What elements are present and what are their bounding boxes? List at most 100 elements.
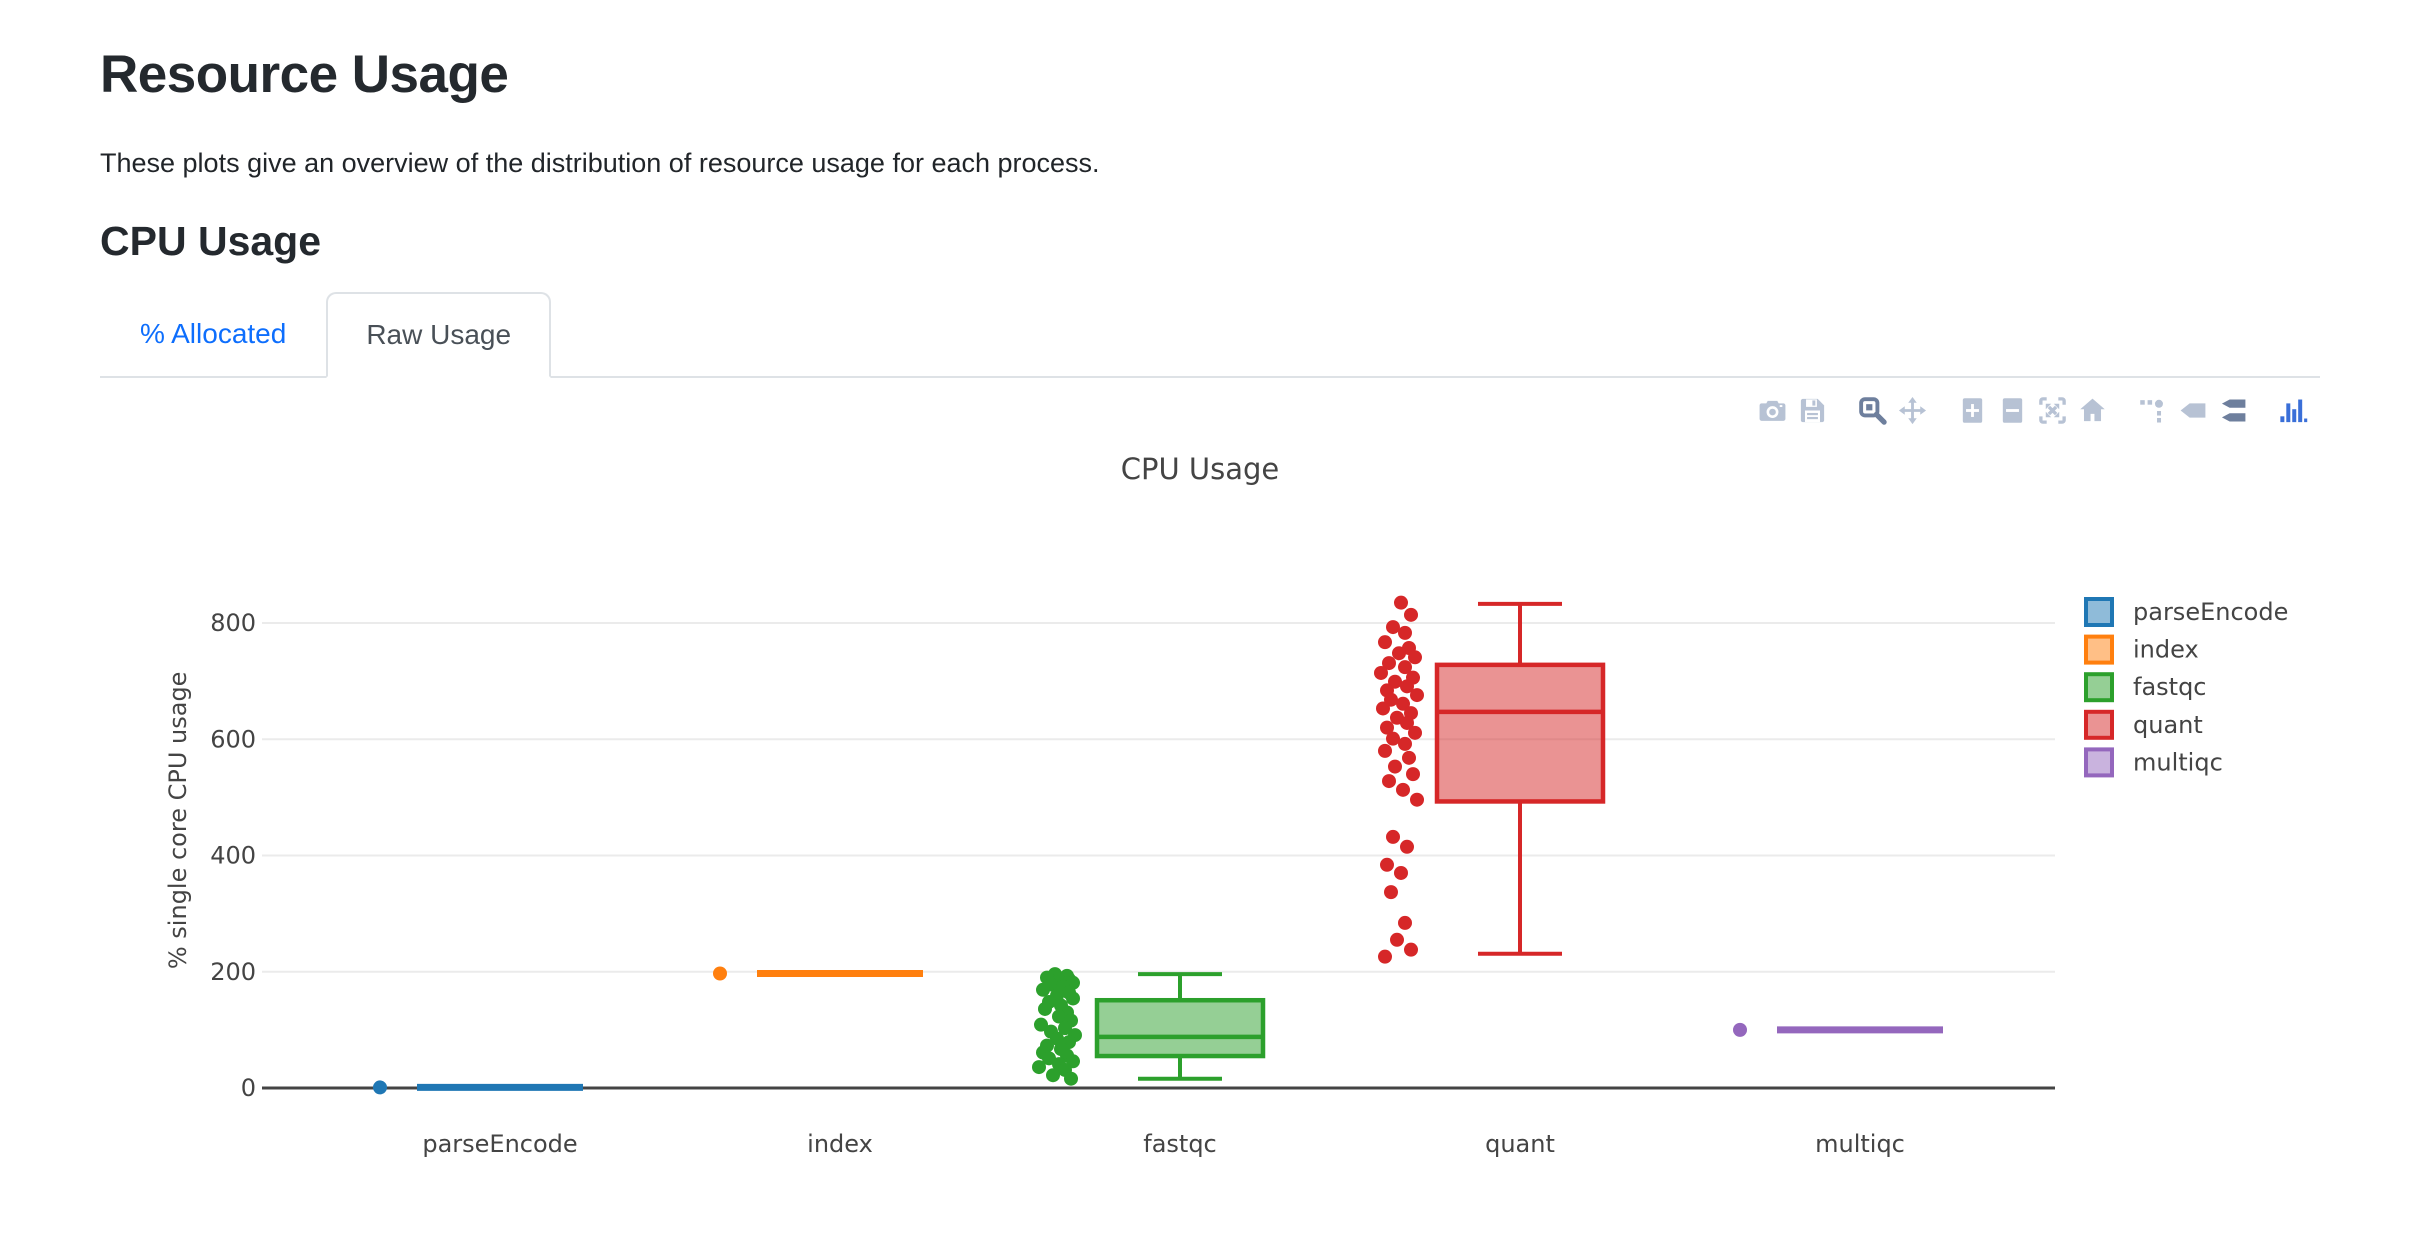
data-point — [1400, 715, 1414, 730]
data-point — [1394, 865, 1408, 880]
y-tick-label: 800 — [210, 609, 256, 637]
data-point — [1382, 774, 1396, 789]
y-tick-label: 400 — [210, 842, 256, 870]
page-title: Resource Usage — [100, 45, 509, 104]
save-to-cloud-button[interactable] — [1792, 391, 1832, 429]
legend: parseEncode index fastqc quant multiqc — [2084, 597, 2288, 778]
legend-label: index — [2133, 636, 2199, 664]
data-point — [1380, 857, 1394, 872]
y-tick-label: 0 — [241, 1074, 256, 1102]
x-tick-label: index — [807, 1130, 873, 1158]
data-point — [1066, 991, 1080, 1006]
autoscale-button[interactable] — [2032, 391, 2072, 429]
data-point — [1396, 696, 1410, 711]
data-point — [1038, 1001, 1052, 1016]
legend-swatch — [2084, 597, 2114, 627]
legend-item-fastqc[interactable]: fastqc — [2084, 672, 2207, 703]
x-tick-label: fastqc — [1143, 1130, 1217, 1158]
data-point — [1046, 1068, 1060, 1083]
data-point — [1408, 650, 1422, 665]
data-point — [1402, 750, 1416, 765]
series-fastqc — [1032, 967, 1266, 1086]
hover2-icon — [2221, 399, 2245, 421]
data-point — [1398, 736, 1412, 751]
disk-icon — [1800, 398, 1824, 422]
zoom-out-button[interactable] — [1992, 391, 2032, 429]
cpu-usage-tab-bar: % Allocated Raw Usage — [100, 292, 2320, 378]
series-multiqc — [1733, 1022, 1943, 1037]
plotly-logo-link[interactable] — [2272, 391, 2312, 429]
hover-compare-button[interactable] — [2212, 391, 2252, 429]
data-point — [1374, 665, 1388, 680]
data-point — [1378, 635, 1392, 650]
plotly-chart-container: 0 200 400 600 800 % single core CPU usage CPU … — [0, 379, 2420, 1238]
hover-closest-button[interactable] — [2172, 391, 2212, 429]
series-parseEncode — [373, 1080, 583, 1095]
data-point — [1386, 829, 1400, 844]
box — [1094, 997, 1266, 1059]
hover1-icon — [2180, 402, 2205, 418]
box — [1434, 662, 1606, 804]
legend-swatch — [2084, 672, 2114, 703]
data-point — [1032, 1060, 1046, 1075]
download-plot-button[interactable] — [1752, 391, 1792, 429]
zoom-mode-button[interactable] — [1852, 391, 1892, 429]
data-point — [1382, 656, 1396, 671]
autoscale-icon — [2038, 396, 2066, 424]
legend-item-multiqc[interactable]: multiqc — [2084, 747, 2223, 778]
legend-item-quant[interactable]: quant — [2084, 709, 2203, 740]
modebar-group — [1952, 391, 2112, 429]
data-point — [373, 1080, 387, 1095]
data-point — [1408, 725, 1422, 740]
camera-icon — [1759, 400, 1785, 421]
legend-item-parseEncode[interactable]: parseEncode — [2084, 597, 2288, 627]
chart-title: CPU Usage — [1121, 452, 1280, 486]
tab-percent-allocated[interactable]: % Allocated — [140, 318, 287, 349]
section-heading-cpu-usage: CPU Usage — [100, 218, 322, 264]
tab-raw-usage[interactable]: Raw Usage — [326, 292, 552, 378]
data-point — [1034, 1017, 1048, 1032]
data-point — [1406, 767, 1420, 782]
data-point — [1058, 1021, 1072, 1036]
y-axis-title: % single core CPU usage — [164, 672, 192, 970]
legend-label: quant — [2133, 711, 2203, 739]
series-index — [713, 966, 923, 981]
logo-icon — [2279, 399, 2307, 422]
data-point — [1394, 595, 1408, 610]
data-point — [1398, 625, 1412, 640]
plotly-modebar — [1732, 391, 2312, 429]
pan-mode-button[interactable] — [1892, 391, 1932, 429]
y-tick-label: 200 — [210, 958, 256, 986]
data-point — [1036, 982, 1050, 997]
legend-swatch — [2084, 634, 2114, 665]
data-point — [1384, 885, 1398, 900]
modebar-group — [2272, 391, 2312, 429]
data-point — [1733, 1022, 1747, 1037]
legend-label: fastqc — [2133, 673, 2207, 701]
zoomin-icon — [1962, 397, 1982, 423]
reset-axes-button[interactable] — [2072, 391, 2112, 429]
data-point — [1400, 679, 1414, 694]
data-point — [1396, 782, 1410, 797]
data-point — [1378, 743, 1392, 758]
data-point — [1404, 607, 1418, 622]
data-point — [1398, 915, 1412, 930]
legend-item-index[interactable]: index — [2084, 634, 2199, 665]
data-point — [1386, 731, 1400, 746]
data-point — [713, 966, 727, 981]
pan-icon — [1898, 396, 1926, 424]
zoom-icon — [1858, 396, 1887, 425]
x-tick-label: quant — [1485, 1130, 1555, 1158]
zoom-in-button[interactable] — [1952, 391, 1992, 429]
data-point — [1388, 759, 1402, 774]
modebar-group — [1852, 391, 1932, 429]
data-point — [1410, 792, 1424, 807]
data-point — [1390, 932, 1404, 947]
legend-swatch — [2084, 747, 2114, 778]
modebar-group — [1752, 391, 1832, 429]
y-tick-label: 600 — [210, 725, 256, 753]
data-point — [1400, 839, 1414, 854]
toggle-spikelines-button[interactable] — [2132, 391, 2172, 429]
data-point — [1410, 688, 1424, 703]
modebar-group — [2132, 391, 2252, 429]
